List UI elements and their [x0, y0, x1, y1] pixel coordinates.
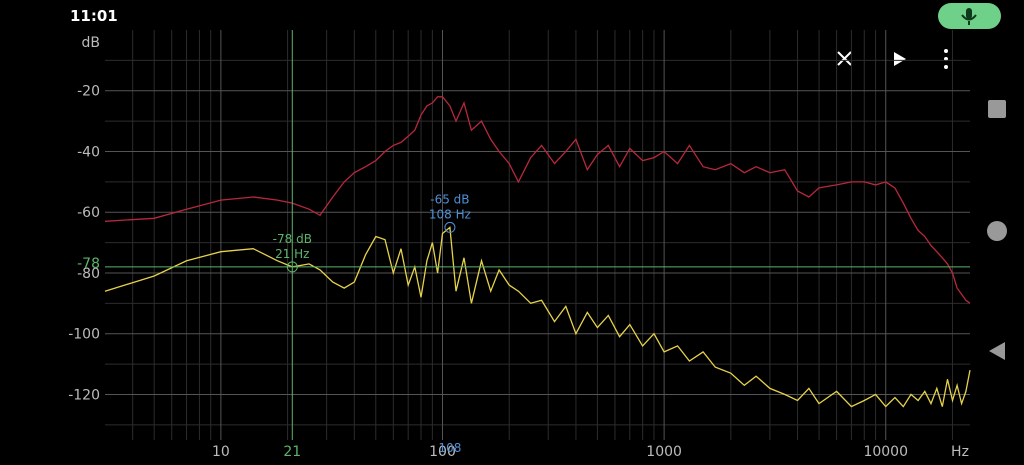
x-unit: Hz	[951, 444, 969, 460]
x-tick-label: 10	[212, 444, 230, 460]
close-button[interactable]	[837, 51, 852, 66]
back-button[interactable]	[989, 342, 1005, 360]
cursor-point	[286, 261, 298, 273]
y-tick-label: -100	[68, 327, 100, 343]
clock: 11:01	[70, 7, 118, 25]
plot: 10 100 1000 10000 -20 -40 -60 -80 -100 -120 dB Hz -7…	[68, 30, 971, 460]
y-unit: dB	[82, 35, 101, 51]
cursor-y-label: -78	[77, 256, 100, 272]
cursor-y-text: -78 dB	[273, 232, 312, 246]
x-tick-label: 100	[429, 444, 456, 460]
y-tick-label: -20	[77, 84, 100, 100]
marker-x-text: 108 Hz	[429, 207, 471, 221]
marker-x-label: 108	[438, 441, 461, 455]
y-tick-label: -60	[77, 205, 100, 221]
home-button[interactable]	[987, 221, 1007, 241]
x-tick-label: 10000	[863, 444, 908, 460]
y-tick-label: -40	[77, 144, 100, 160]
x-tick-label: 1000	[646, 444, 682, 460]
cursor-x-label: 21	[283, 444, 301, 460]
mic-button[interactable]	[938, 3, 1001, 29]
y-tick-label: -120	[68, 387, 100, 403]
menu-button[interactable]	[944, 49, 948, 69]
series-line	[104, 226, 971, 408]
marker-y-text: -65 dB	[430, 192, 469, 206]
y-tick-label: -80	[77, 266, 100, 282]
series-line	[104, 96, 971, 304]
recents-button[interactable]	[988, 100, 1006, 118]
play-button[interactable]	[894, 52, 906, 66]
marker-point	[444, 221, 456, 233]
cursor-x-text: 21 Hz	[275, 247, 309, 261]
